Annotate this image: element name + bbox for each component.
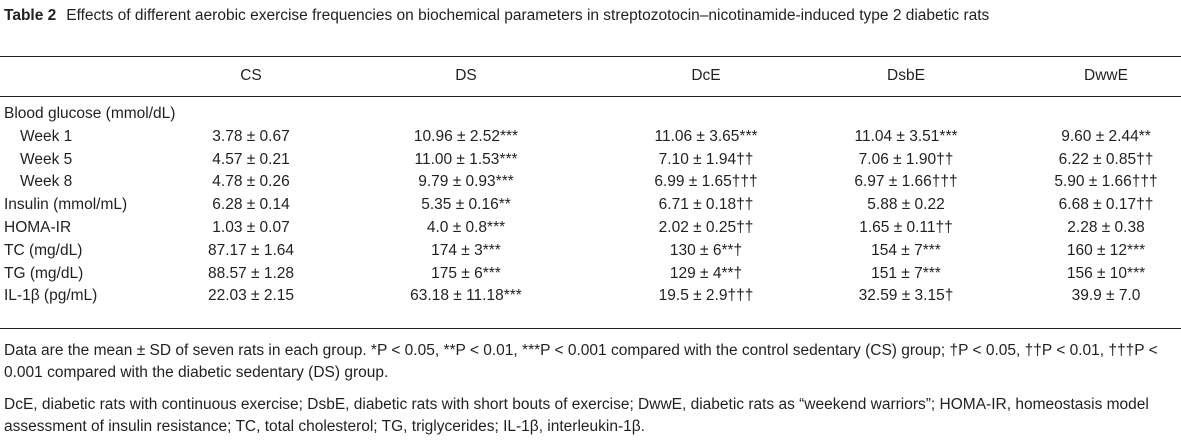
table-cell: 6.99 ± 1.65†††	[654, 173, 758, 191]
table-cell: 4.78 ± 0.26	[212, 173, 290, 191]
row-label: TG (mg/dL)	[4, 264, 84, 282]
column-header: DsbE	[887, 67, 925, 84]
row-label: Week 1	[20, 127, 73, 145]
top-rule	[0, 56, 1181, 57]
table-cell: 6.68 ± 0.17††	[1058, 196, 1154, 214]
table-cell: 1.03 ± 0.07	[212, 219, 290, 236]
table-cell: 19.5 ± 2.9†††	[658, 287, 754, 305]
table-cell: 6.97 ± 1.66†††	[854, 173, 958, 191]
row-label: TC (mg/dL)	[4, 241, 83, 259]
table-cell: 11.04 ± 3.51***	[854, 127, 958, 145]
table-cell: 9.79 ± 0.93***	[418, 173, 514, 191]
table-cell: 3.78 ± 0.67	[212, 127, 290, 145]
table-cell: 10.96 ± 2.52***	[413, 127, 519, 145]
row-label: Week 5	[20, 150, 73, 168]
table-cell: 32.59 ± 3.15†	[858, 287, 954, 305]
table-cell: 130 ± 6**†	[669, 241, 743, 259]
header-rule	[0, 96, 1181, 97]
table-label: Table 2	[4, 7, 57, 24]
column-header: CS	[240, 67, 262, 84]
bottom-rule	[0, 328, 1181, 329]
table-cell: 7.06 ± 1.90††	[858, 150, 954, 168]
table-cell: 174 ± 3***	[431, 241, 501, 259]
table-title: Effects of different aerobic exercise fr…	[66, 7, 990, 24]
table-cell: 9.60 ± 2.44**	[1061, 127, 1151, 145]
table-cell: 2.28 ± 0.38	[1067, 219, 1145, 236]
table-cell: 5.35 ± 0.16**	[421, 196, 511, 214]
column-header: DcE	[691, 67, 721, 84]
footnote-stats: Data are the mean ± SD of seven rats in …	[4, 342, 1158, 381]
table-cell: 11.06 ± 3.65***	[654, 127, 758, 145]
table-cell: 87.17 ± 1.64	[207, 241, 295, 259]
table-cell: 151 ± 7***	[871, 264, 941, 282]
table-cell: 63.18 ± 11.18***	[410, 287, 522, 305]
table-cell: 160 ± 12***	[1066, 241, 1146, 259]
row-label: Insulin (mmol/mL)	[4, 196, 128, 214]
table-cell: 1.65 ± 0.11††	[859, 219, 953, 236]
table-cell: 88.57 ± 1.28	[207, 264, 295, 282]
table-cell: 22.03 ± 2.15	[207, 287, 295, 305]
table-cell: 7.10 ± 1.94††	[658, 150, 754, 168]
table-cell: 4.57 ± 0.21	[212, 150, 290, 168]
table-cell: 129 ± 4**†	[669, 264, 743, 282]
table-cell: 6.71 ± 0.18††	[658, 196, 754, 214]
footnote-abbreviations: DcE, diabetic rats with continuous exerc…	[4, 396, 1149, 435]
row-label: Week 8	[20, 173, 73, 191]
table-cell: 4.0 ± 0.8***	[426, 219, 506, 236]
table-cell: 175 ± 6***	[431, 264, 501, 282]
table-cell: 39.9 ± 7.0	[1071, 287, 1141, 305]
row-label: IL-1β (pg/mL)	[4, 287, 98, 305]
table-cell: 6.22 ± 0.85††	[1058, 150, 1154, 168]
row-label: HOMA-IR	[4, 219, 72, 236]
column-header: DS	[455, 67, 477, 84]
table-cell: 5.90 ± 1.66†††	[1054, 173, 1158, 191]
table-caption: Table 2 Effects of different aerobic exer…	[4, 6, 1176, 26]
row-label: Blood glucose (mmol/dL)	[4, 105, 176, 122]
table-cell: 156 ± 10***	[1066, 264, 1146, 282]
table-cell: 2.02 ± 0.25††	[658, 219, 754, 236]
table-cell: 154 ± 7***	[871, 241, 941, 259]
table-cell: 11.00 ± 1.53***	[414, 150, 518, 168]
table-cell: 6.28 ± 0.14	[212, 196, 290, 214]
column-header: DwwE	[1084, 67, 1128, 84]
table-cell: 5.88 ± 0.22	[867, 196, 945, 214]
